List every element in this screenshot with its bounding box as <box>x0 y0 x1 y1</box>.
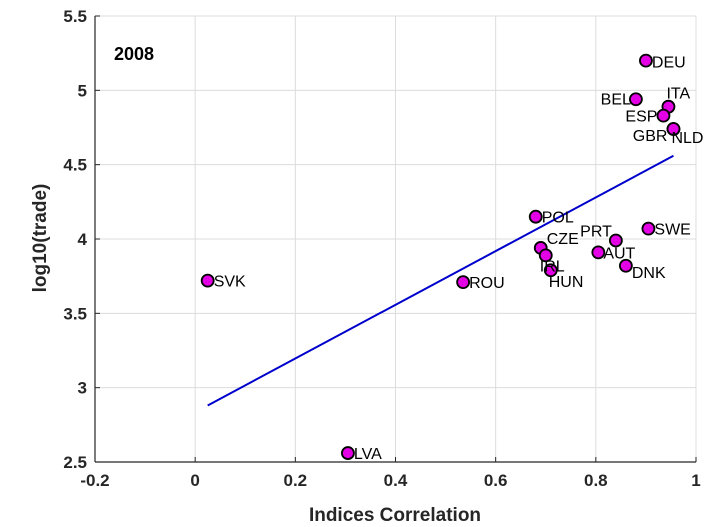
y-tick-label-1: 3 <box>78 379 87 398</box>
point-label-swe: SWE <box>654 222 690 239</box>
y-tick-label-0: 2.5 <box>63 453 87 472</box>
data-point-bel <box>629 92 643 107</box>
data-point-rou <box>456 275 471 290</box>
point-label-bel: BEL <box>601 91 631 108</box>
point-label-nld: NLD <box>671 130 703 147</box>
data-point-svk <box>200 273 215 288</box>
x-axis-title: Indices Correlation <box>309 505 481 526</box>
y-axis-title: log10(trade) <box>30 184 51 293</box>
data-point-irl <box>538 248 553 263</box>
x-tick-label-1: 0 <box>190 471 199 490</box>
x-ticks: -0.2 0 0.2 0.4 0.6 0.8 1 <box>80 457 701 490</box>
data-point-prt <box>608 233 623 248</box>
data-point-aut <box>591 245 606 260</box>
y-tick-label-4: 4.5 <box>63 156 87 175</box>
fit-line <box>207 154 674 407</box>
data-points <box>200 53 681 460</box>
point-label-pol: POL <box>542 210 574 227</box>
point-label-prt: PRT <box>580 223 612 240</box>
data-point-pol <box>528 209 543 224</box>
point-label-deu: DEU <box>652 55 686 72</box>
point-label-cze: CZE <box>547 231 579 248</box>
point-label-rou: ROU <box>469 275 505 292</box>
point-label-gbr: GBR <box>633 128 668 145</box>
point-label-aut: AUT <box>603 245 635 262</box>
y-tick-label-3: 4 <box>78 230 88 249</box>
y-ticks: 2.5 3 3.5 4 4.5 5 5.5 <box>63 7 100 472</box>
y-tick-label-6: 5.5 <box>63 7 87 26</box>
point-label-esp: ESP <box>625 109 657 126</box>
y-tick-label-2: 3.5 <box>63 304 87 323</box>
data-point-hun <box>543 263 558 278</box>
point-label-ita: ITA <box>666 86 690 103</box>
point-label-hun: HUN <box>549 274 584 291</box>
data-point-esp <box>656 108 671 123</box>
data-point-swe <box>641 221 656 236</box>
y-tick-label-5: 5 <box>78 81 87 100</box>
data-point-deu <box>639 53 653 68</box>
data-point-lva <box>341 446 355 460</box>
point-label-lva: LVA <box>354 446 382 463</box>
data-point-dnk <box>618 258 633 273</box>
x-tick-label-3: 0.4 <box>384 471 408 490</box>
point-label-svk: SVK <box>214 274 246 291</box>
x-tick-label-6: 1 <box>691 471 700 490</box>
x-tick-label-2: 0.2 <box>284 471 308 490</box>
point-label-irl: IRL <box>540 258 565 275</box>
fit-line-layer <box>207 154 674 407</box>
x-tick-label-4: 0.6 <box>484 471 508 490</box>
x-tick-label-5: 0.8 <box>584 471 608 490</box>
x-tick-label-0: -0.2 <box>80 471 109 490</box>
data-point-nld <box>666 122 681 136</box>
year-annotation: 2008 <box>114 44 154 64</box>
point-label-dnk: DNK <box>632 265 666 282</box>
